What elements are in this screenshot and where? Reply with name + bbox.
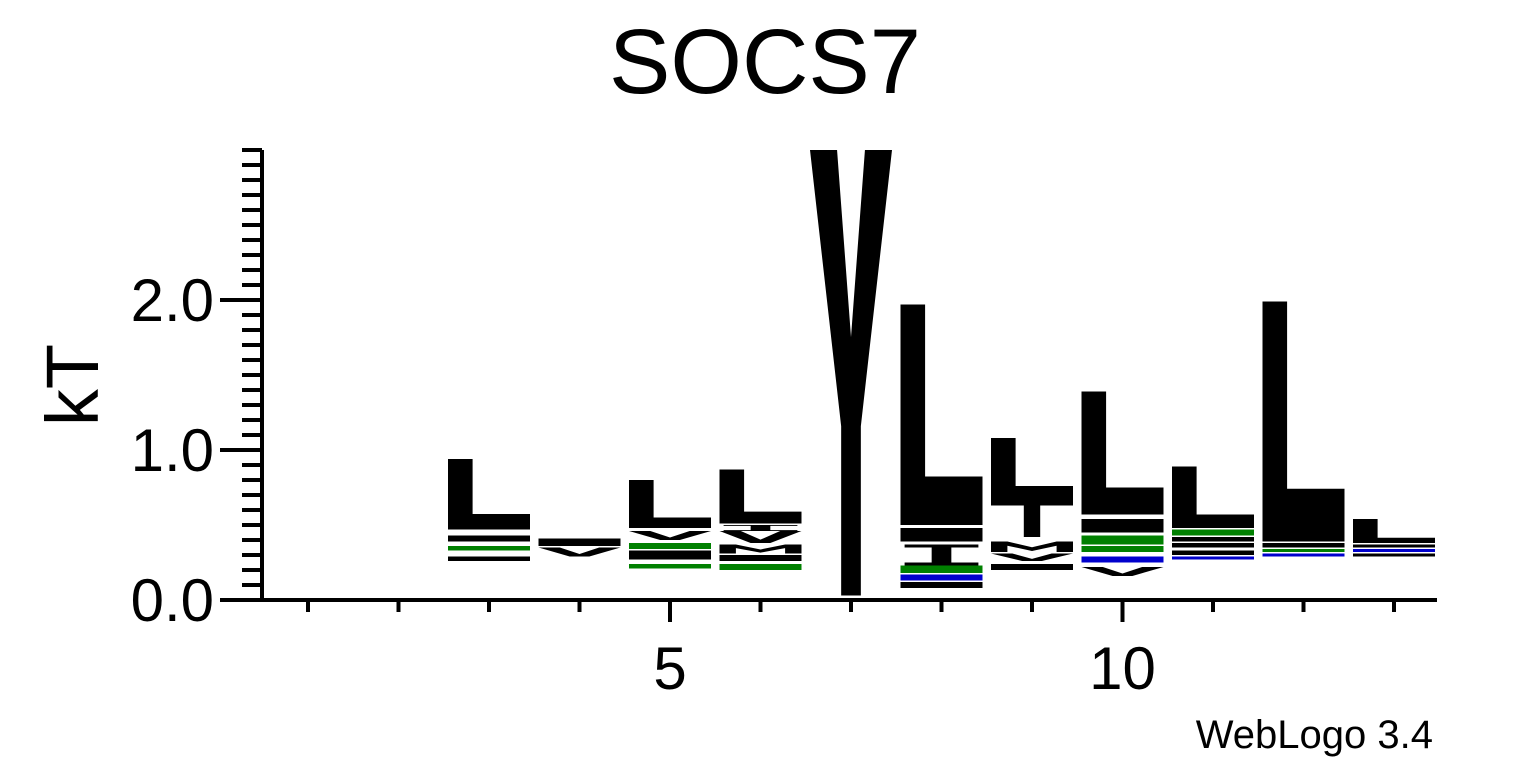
x-ticks: 5 10 bbox=[306, 600, 1396, 702]
glyph-band bbox=[1172, 543, 1254, 548]
y-tick-label: 1.0 bbox=[131, 417, 214, 484]
glyph-I bbox=[723, 525, 798, 531]
glyph-L bbox=[991, 438, 1073, 500]
glyph-L bbox=[1172, 466, 1254, 528]
glyph-I bbox=[904, 544, 979, 566]
glyph-Y bbox=[810, 150, 892, 596]
glyph-band bbox=[1172, 529, 1254, 536]
y-axis-label: kT bbox=[31, 344, 114, 426]
glyph-L bbox=[719, 469, 802, 524]
logo-column-4 bbox=[538, 538, 621, 557]
glyph-T bbox=[991, 499, 1073, 537]
logo-column-3 bbox=[448, 459, 530, 561]
glyph-L bbox=[629, 480, 711, 528]
glyph-band bbox=[1172, 537, 1254, 542]
glyph-L bbox=[1353, 519, 1435, 543]
logo-column-12 bbox=[1262, 301, 1345, 557]
logo-glyph-area bbox=[448, 150, 1435, 596]
glyph-V bbox=[629, 531, 711, 540]
glyph-band bbox=[1353, 549, 1435, 552]
logo-column-7 bbox=[810, 150, 892, 596]
glyph-band bbox=[1172, 556, 1254, 560]
glyph-band bbox=[991, 564, 1073, 570]
logo-column-10 bbox=[1081, 391, 1164, 576]
glyph-band bbox=[1353, 544, 1435, 548]
logo-column-8 bbox=[900, 304, 983, 588]
glyph-band bbox=[719, 555, 802, 561]
glyph-band bbox=[1353, 553, 1435, 557]
glyph-L bbox=[1081, 391, 1164, 515]
glyph-band bbox=[1081, 546, 1164, 552]
glyph-band bbox=[1081, 519, 1164, 533]
glyph-band bbox=[900, 574, 983, 581]
logo-column-9 bbox=[991, 438, 1073, 570]
glyph-band bbox=[629, 564, 711, 569]
x-tick-label: 10 bbox=[1089, 635, 1156, 702]
glyph-band bbox=[900, 528, 983, 542]
glyph-band bbox=[1262, 543, 1345, 548]
logo-column-5 bbox=[629, 480, 711, 569]
glyph-L bbox=[1262, 301, 1345, 542]
glyph-M bbox=[991, 541, 1073, 552]
glyph-L bbox=[900, 304, 983, 525]
glyph-band bbox=[1081, 535, 1164, 545]
x-tick-label: 5 bbox=[653, 635, 686, 702]
y-tick-label: 0.0 bbox=[131, 567, 214, 634]
glyph-band bbox=[538, 538, 621, 546]
chart-title: SOCS7 bbox=[609, 11, 921, 113]
glyph-band bbox=[1262, 553, 1345, 557]
logo-column-13 bbox=[1353, 519, 1435, 557]
glyph-band bbox=[448, 546, 530, 551]
glyph-band bbox=[719, 564, 802, 570]
glyph-band bbox=[900, 582, 983, 588]
glyph-V bbox=[991, 553, 1073, 561]
logo-column-11 bbox=[1172, 466, 1254, 560]
glyph-band bbox=[448, 535, 530, 542]
glyph-band bbox=[629, 543, 711, 549]
glyph-band bbox=[448, 556, 530, 561]
glyph-band bbox=[900, 565, 983, 573]
glyph-band bbox=[629, 550, 711, 560]
y-tick-label: 2.0 bbox=[131, 267, 214, 334]
glyph-band bbox=[1172, 550, 1254, 555]
glyph-band bbox=[1081, 556, 1164, 563]
glyph-band bbox=[1262, 549, 1345, 552]
glyph-L bbox=[448, 459, 530, 530]
y-ticks: 0.0 1.0 2.0 bbox=[131, 148, 262, 634]
logo-column-6 bbox=[719, 469, 802, 570]
weblogo-credit: WebLogo 3.4 bbox=[1196, 713, 1433, 757]
glyph-V bbox=[1081, 567, 1164, 576]
glyph-M bbox=[719, 544, 802, 554]
glyph-V bbox=[719, 531, 802, 543]
glyph-V bbox=[538, 547, 621, 557]
